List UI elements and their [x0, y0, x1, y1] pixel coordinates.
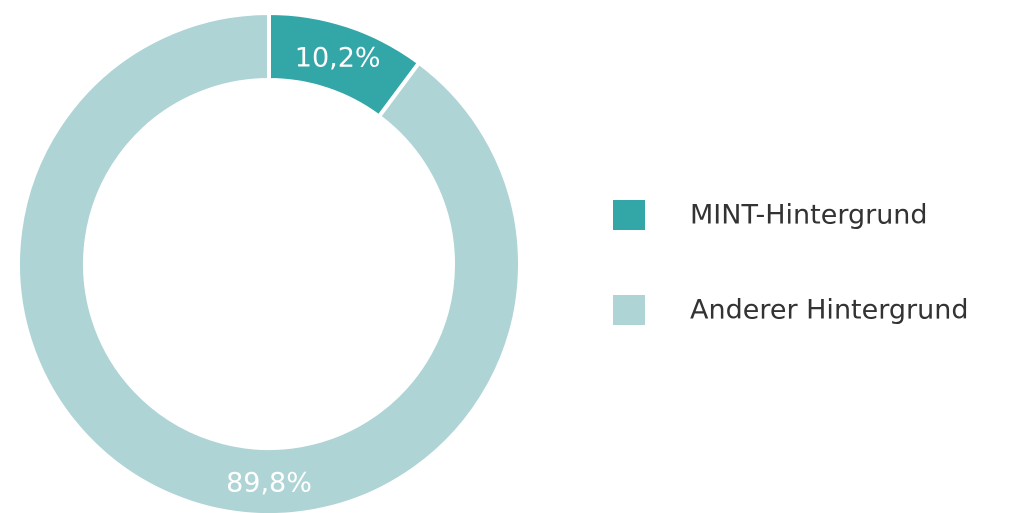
legend-label: Anderer Hintergrund [690, 295, 968, 326]
legend-swatch [613, 295, 645, 325]
legend-swatch [613, 200, 645, 230]
value-label: 89,8% [226, 468, 312, 499]
value-label: 10,2% [295, 43, 381, 74]
donut-segment [16, 10, 522, 513]
legend-label: MINT-Hintergrund [690, 200, 928, 231]
